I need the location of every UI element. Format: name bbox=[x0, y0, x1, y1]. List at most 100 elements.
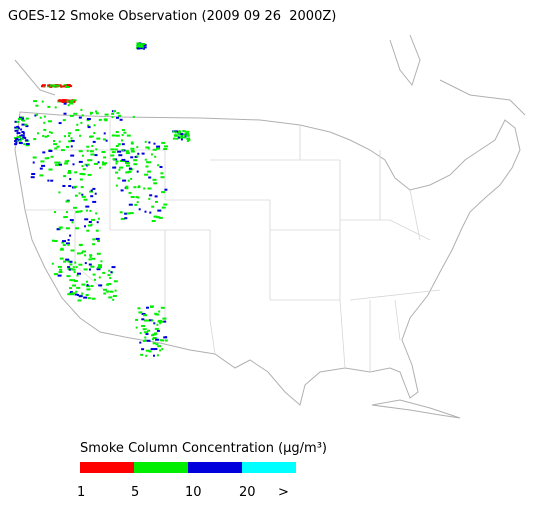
smoke-pixel bbox=[178, 131, 181, 134]
smoke-pixel bbox=[96, 252, 101, 255]
smoke-pixel bbox=[100, 260, 103, 263]
legend-tick-label: 1 bbox=[77, 485, 85, 500]
smoke-pixel bbox=[156, 354, 159, 357]
smoke-pixel bbox=[73, 206, 78, 209]
smoke-pixel bbox=[159, 339, 163, 342]
smoke-pixel bbox=[156, 323, 159, 326]
smoke-pixel bbox=[62, 99, 64, 101]
smoke-pixel bbox=[86, 285, 91, 288]
smoke-pixel bbox=[94, 154, 98, 157]
smoke-pixel bbox=[60, 149, 65, 152]
smoke-pixel bbox=[143, 46, 147, 49]
smoke-pixel bbox=[63, 102, 67, 105]
smoke-pixel bbox=[64, 216, 68, 218]
smoke-pixel bbox=[146, 161, 149, 164]
smoke-pixel bbox=[130, 177, 133, 180]
smoke-pixel bbox=[156, 145, 161, 148]
smoke-pixel bbox=[90, 189, 93, 192]
smoke-pixel bbox=[58, 140, 61, 143]
smoke-pixel bbox=[145, 146, 150, 149]
smoke-pixel bbox=[101, 163, 106, 166]
smoke-pixel bbox=[19, 137, 24, 140]
smoke-pixel bbox=[68, 185, 72, 187]
smoke-pixel bbox=[79, 178, 83, 181]
smoke-pixel bbox=[64, 135, 66, 138]
smoke-pixel bbox=[74, 194, 78, 197]
smoke-pixel bbox=[86, 149, 89, 152]
smoke-pixel bbox=[83, 198, 88, 201]
smoke-pixel bbox=[54, 211, 56, 214]
smoke-pixel bbox=[57, 265, 62, 268]
smoke-pixel bbox=[73, 112, 78, 115]
smoke-pixel bbox=[143, 47, 145, 50]
smoke-pixel bbox=[66, 145, 69, 148]
smoke-pixel bbox=[97, 161, 100, 164]
smoke-pixel bbox=[91, 145, 94, 147]
smoke-pixel bbox=[69, 102, 74, 105]
smoke-pixel bbox=[88, 224, 92, 227]
smoke-pixel bbox=[136, 155, 139, 158]
legend-overflow-label: > bbox=[278, 485, 289, 500]
smoke-pixel bbox=[121, 143, 125, 146]
smoke-pixel bbox=[25, 117, 29, 120]
smoke-pixel bbox=[18, 117, 21, 120]
smoke-pixel bbox=[80, 108, 83, 111]
smoke-pixel bbox=[98, 276, 101, 279]
smoke-pixel bbox=[84, 225, 86, 228]
smoke-pixel bbox=[186, 134, 190, 137]
smoke-pixel bbox=[72, 163, 75, 166]
smoke-pixel bbox=[162, 317, 167, 320]
smoke-pixel bbox=[176, 137, 179, 140]
smoke-pixel bbox=[159, 349, 162, 352]
smoke-pixel bbox=[78, 192, 81, 195]
smoke-pixel bbox=[124, 212, 128, 215]
smoke-pixel bbox=[145, 354, 148, 357]
smoke-pixel bbox=[81, 195, 86, 198]
smoke-pixel bbox=[109, 290, 114, 293]
smoke-pixel bbox=[86, 145, 90, 148]
smoke-pixel bbox=[66, 275, 71, 278]
smoke-pixel bbox=[114, 289, 117, 292]
smoke-pixel bbox=[75, 266, 78, 269]
smoke-pixel bbox=[90, 153, 95, 156]
smoke-pixel bbox=[83, 296, 88, 299]
smoke-pixel bbox=[95, 237, 100, 240]
smoke-pixel bbox=[86, 288, 91, 291]
smoke-pixel bbox=[144, 158, 147, 161]
smoke-pixel bbox=[72, 268, 76, 271]
smoke-pixel bbox=[144, 210, 147, 213]
smoke-pixel bbox=[67, 266, 71, 269]
smoke-pixel bbox=[118, 154, 123, 157]
smoke-pixel bbox=[153, 348, 158, 350]
smoke-pixel bbox=[70, 139, 75, 142]
smoke-pixel bbox=[130, 142, 134, 145]
smoke-pixel bbox=[80, 186, 84, 189]
smoke-pixel bbox=[180, 136, 184, 139]
smoke-pixel bbox=[135, 196, 139, 199]
smoke-pixel bbox=[126, 134, 131, 137]
smoke-pixel bbox=[68, 170, 71, 172]
smoke-pixel bbox=[147, 147, 150, 150]
smoke-pixel bbox=[65, 200, 70, 203]
smoke-pixel bbox=[89, 254, 93, 257]
smoke-pixel bbox=[22, 132, 25, 135]
smoke-pixel bbox=[164, 339, 168, 342]
smoke-pixel bbox=[64, 160, 69, 163]
smoke-pixel bbox=[68, 134, 71, 137]
smoke-pixel bbox=[81, 292, 84, 295]
smoke-pixel bbox=[53, 240, 58, 242]
smoke-pixel bbox=[14, 126, 18, 129]
smoke-pixel bbox=[115, 162, 118, 165]
smoke-pixel bbox=[89, 190, 94, 193]
smoke-pixel bbox=[113, 280, 118, 283]
smoke-pixel bbox=[80, 210, 83, 213]
smoke-pixel bbox=[159, 166, 163, 168]
smoke-pixel bbox=[186, 140, 189, 142]
smoke-pixel bbox=[159, 322, 162, 325]
smoke-pixel bbox=[69, 114, 74, 117]
smoke-pixel bbox=[130, 147, 135, 150]
smoke-pixel bbox=[25, 144, 30, 147]
smoke-pixel bbox=[134, 203, 138, 206]
smoke-pixel bbox=[78, 160, 83, 163]
smoke-pixel bbox=[22, 136, 26, 139]
